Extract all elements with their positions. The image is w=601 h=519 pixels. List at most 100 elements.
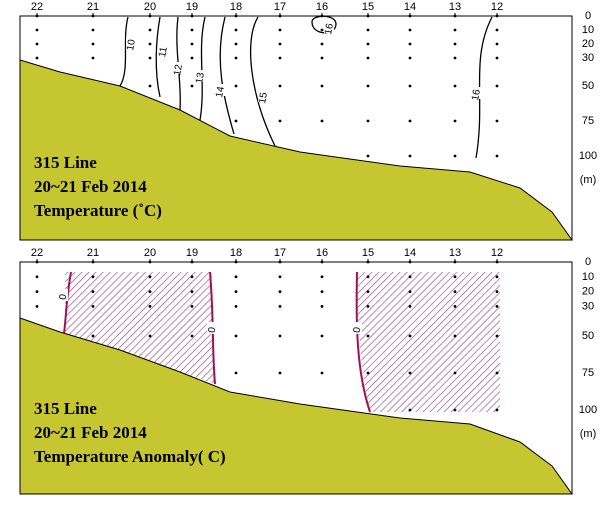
station-label: 16	[316, 1, 328, 13]
contour-label: 0	[58, 293, 70, 301]
station-label: 19	[186, 247, 198, 259]
station-label: 14	[404, 247, 416, 259]
depth-label: 10	[582, 24, 594, 36]
station-label: 13	[449, 1, 461, 13]
anomaly-region	[65, 272, 215, 384]
sample-dot	[278, 84, 282, 88]
anomaly-region	[357, 272, 500, 412]
sample-dot	[148, 290, 152, 293]
sample-dot	[320, 28, 324, 32]
depth-label: 10	[582, 271, 594, 283]
sample-dot	[366, 56, 370, 60]
sample-dot	[234, 84, 238, 88]
sample-dot	[495, 154, 499, 158]
sample-dot	[495, 290, 499, 293]
sample-dot	[320, 371, 324, 375]
sample-dot	[148, 42, 152, 46]
contour-label-bg	[207, 322, 217, 334]
sample-dot	[453, 119, 457, 123]
sample-dot	[453, 56, 457, 60]
sample-dot	[148, 84, 152, 88]
station-label: 21	[87, 1, 99, 13]
sample-dot	[35, 305, 39, 308]
depth-label: 20	[582, 38, 594, 50]
depth-unit: (m)	[580, 428, 597, 440]
sample-dot	[190, 84, 194, 88]
sample-dot	[320, 56, 324, 60]
sample-dot	[91, 334, 95, 338]
depth-label: 30	[582, 300, 594, 312]
contour-label: 0	[207, 326, 219, 334]
panel-title: Temperature (˚C)	[34, 201, 162, 220]
sample-dot	[91, 42, 95, 46]
contour-label: 11	[157, 46, 170, 59]
contour-label-bg	[126, 37, 136, 49]
contour-line	[249, 16, 276, 147]
panel-title: 315 Line	[34, 399, 97, 418]
sample-dot	[453, 290, 457, 293]
depth-label: 100	[579, 404, 597, 416]
sample-dot	[453, 84, 457, 88]
sample-dot	[495, 334, 499, 338]
contour-line	[311, 15, 337, 34]
seabed	[19, 317, 573, 495]
contour-label-bg	[258, 90, 268, 102]
contour-label: 15	[257, 91, 270, 104]
depth-label: 75	[582, 115, 594, 127]
sample-dot	[234, 28, 238, 32]
station-label: 17	[274, 1, 286, 13]
sample-dot	[366, 305, 370, 308]
sample-dot	[408, 305, 412, 308]
sample-dot	[408, 28, 412, 32]
sample-dot	[453, 305, 457, 308]
sample-dot	[320, 290, 324, 293]
depth-label: 100	[579, 150, 597, 162]
sample-dot	[366, 290, 370, 293]
sample-dot	[234, 290, 238, 293]
contour-line	[219, 16, 235, 135]
contour-line	[199, 16, 206, 121]
sample-dot	[408, 408, 412, 412]
sample-dot	[91, 56, 95, 60]
sample-dot	[453, 154, 457, 158]
sample-dot	[234, 305, 238, 308]
sample-dot	[453, 371, 457, 375]
sample-dot	[278, 305, 282, 308]
sample-dot	[453, 408, 457, 412]
depth-label: 50	[582, 80, 594, 92]
sample-dot	[278, 28, 282, 32]
station-label: 12	[491, 1, 503, 13]
depth-label: 30	[582, 52, 594, 64]
station-label: 15	[362, 1, 374, 13]
sample-dot	[190, 28, 194, 32]
sample-dot	[453, 28, 457, 32]
station-label: 15	[362, 247, 374, 259]
sample-dot	[190, 305, 194, 308]
contour-line	[475, 16, 493, 159]
sample-dot	[234, 334, 238, 338]
depth-label: 0	[585, 10, 591, 22]
contour-label: 0	[352, 326, 364, 334]
contour-label-bg	[324, 21, 334, 33]
station-label: 19	[186, 1, 198, 13]
sample-dot	[35, 56, 39, 60]
depth-label: 0	[585, 256, 591, 268]
sample-dot	[35, 275, 39, 279]
sample-dot	[408, 275, 412, 279]
sample-dot	[320, 305, 324, 308]
sample-dot	[148, 334, 152, 338]
sample-dot	[190, 275, 194, 279]
contour-label: 13	[194, 71, 207, 84]
section-panel: 22 21 20 19 18 17 16 15 14 13 12 0 10 20 30 50 75 100 (m) 3…	[19, 1, 597, 241]
station-label: 22	[31, 247, 43, 259]
contour-label-bg	[195, 70, 205, 82]
sample-dot	[320, 42, 324, 46]
panel-title: 20~21 Feb 2014	[34, 423, 147, 442]
depth-label: 20	[582, 286, 594, 298]
sample-dot	[495, 42, 499, 46]
panel-title: 315 Line	[34, 153, 97, 172]
sample-dot	[278, 275, 282, 279]
sample-dot	[366, 334, 370, 338]
contour-label-bg	[173, 62, 183, 74]
